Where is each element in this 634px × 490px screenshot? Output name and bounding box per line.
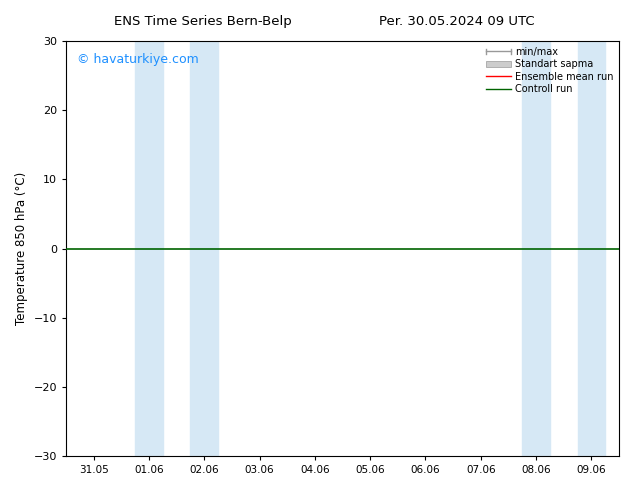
Y-axis label: Temperature 850 hPa (°C): Temperature 850 hPa (°C) xyxy=(15,172,28,325)
Text: © havaturkiye.com: © havaturkiye.com xyxy=(77,53,199,67)
Text: Per. 30.05.2024 09 UTC: Per. 30.05.2024 09 UTC xyxy=(378,15,534,28)
Bar xyxy=(578,41,605,456)
Legend: min/max, Standart sapma, Ensemble mean run, Controll run: min/max, Standart sapma, Ensemble mean r… xyxy=(484,44,616,97)
Bar xyxy=(135,41,163,456)
Text: ENS Time Series Bern-Belp: ENS Time Series Bern-Belp xyxy=(114,15,292,28)
Bar xyxy=(190,41,218,456)
Bar xyxy=(522,41,550,456)
